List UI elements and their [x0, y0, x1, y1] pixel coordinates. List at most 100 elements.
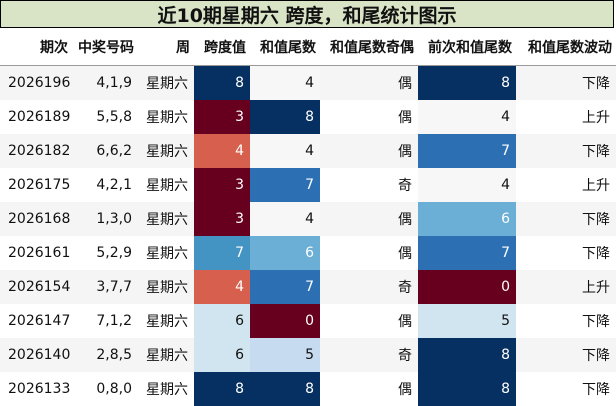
cell-sum-tail: 4 — [250, 66, 320, 101]
cell-span: 3 — [194, 202, 250, 236]
cell-issue: 2026161 — [0, 236, 72, 270]
cell-parity: 奇 — [320, 270, 418, 304]
cell-prev-tail: 0 — [418, 270, 516, 304]
cell-weekday: 星期六 — [138, 168, 194, 202]
cell-parity: 偶 — [320, 100, 418, 134]
cell-parity: 偶 — [320, 202, 418, 236]
cell-weekday: 星期六 — [138, 236, 194, 270]
cell-issue: 2026140 — [0, 338, 72, 372]
cell-issue: 2026182 — [0, 134, 72, 168]
cell-trend: 上升 — [516, 270, 616, 304]
cell-trend: 下降 — [516, 236, 616, 270]
cell-span: 8 — [194, 66, 250, 101]
cell-trend: 上升 — [516, 100, 616, 134]
cell-parity: 偶 — [320, 372, 418, 406]
cell-numbers: 3,7,7 — [72, 270, 138, 304]
cell-weekday: 星期六 — [138, 202, 194, 236]
cell-issue: 2026196 — [0, 66, 72, 101]
cell-weekday: 星期六 — [138, 66, 194, 101]
cell-numbers: 6,6,2 — [72, 134, 138, 168]
cell-weekday: 星期六 — [138, 372, 194, 406]
cell-prev-tail: 6 — [418, 202, 516, 236]
cell-prev-tail: 7 — [418, 134, 516, 168]
cell-prev-tail: 5 — [418, 304, 516, 338]
cell-numbers: 4,2,1 — [72, 168, 138, 202]
col-header-span: 跨度值 — [194, 29, 250, 66]
col-header-parity: 和值尾数奇偶 — [320, 29, 418, 66]
stats-table: 期次 中奖号码 周 跨度值 和值尾数 和值尾数奇偶 前次和值尾数 和值尾数波动 … — [0, 29, 616, 406]
cell-weekday: 星期六 — [138, 134, 194, 168]
col-header-numbers: 中奖号码 — [72, 29, 138, 66]
cell-trend: 下降 — [516, 66, 616, 101]
cell-prev-tail: 4 — [418, 100, 516, 134]
cell-trend: 下降 — [516, 372, 616, 406]
cell-numbers: 7,1,2 — [72, 304, 138, 338]
cell-weekday: 星期六 — [138, 100, 194, 134]
cell-sum-tail: 7 — [250, 168, 320, 202]
cell-weekday: 星期六 — [138, 304, 194, 338]
cell-sum-tail: 5 — [250, 338, 320, 372]
cell-numbers: 4,1,9 — [72, 66, 138, 101]
cell-numbers: 5,5,8 — [72, 100, 138, 134]
cell-span: 3 — [194, 168, 250, 202]
cell-issue: 2026154 — [0, 270, 72, 304]
sheet-title: 近10期星期六 跨度，和尾统计图示 — [0, 0, 614, 28]
cell-issue: 2026147 — [0, 304, 72, 338]
cell-sum-tail: 8 — [250, 100, 320, 134]
cell-numbers: 5,2,9 — [72, 236, 138, 270]
cell-issue: 2026133 — [0, 372, 72, 406]
cell-span: 6 — [194, 304, 250, 338]
cell-parity: 奇 — [320, 338, 418, 372]
cell-sum-tail: 4 — [250, 202, 320, 236]
cell-prev-tail: 8 — [418, 338, 516, 372]
cell-prev-tail: 4 — [418, 168, 516, 202]
cell-span: 4 — [194, 134, 250, 168]
col-header-trend: 和值尾数波动 — [516, 29, 616, 66]
cell-parity: 偶 — [320, 304, 418, 338]
cell-weekday: 星期六 — [138, 338, 194, 372]
cell-numbers: 1,3,0 — [72, 202, 138, 236]
cell-span: 6 — [194, 338, 250, 372]
col-header-sum-tail: 和值尾数 — [250, 29, 320, 66]
cell-prev-tail: 8 — [418, 66, 516, 101]
cell-sum-tail: 0 — [250, 304, 320, 338]
cell-numbers: 2,8,5 — [72, 338, 138, 372]
cell-prev-tail: 7 — [418, 236, 516, 270]
cell-trend: 下降 — [516, 304, 616, 338]
cell-trend: 下降 — [516, 202, 616, 236]
cell-trend: 下降 — [516, 134, 616, 168]
cell-sum-tail: 8 — [250, 372, 320, 406]
cell-sum-tail: 7 — [250, 270, 320, 304]
cell-parity: 偶 — [320, 236, 418, 270]
cell-parity: 偶 — [320, 134, 418, 168]
cell-parity: 奇 — [320, 168, 418, 202]
cell-issue: 2026189 — [0, 100, 72, 134]
cell-span: 7 — [194, 236, 250, 270]
cell-sum-tail: 6 — [250, 236, 320, 270]
cell-sum-tail: 4 — [250, 134, 320, 168]
col-header-issue: 期次 — [0, 29, 72, 66]
cell-numbers: 0,8,0 — [72, 372, 138, 406]
cell-span: 8 — [194, 372, 250, 406]
cell-trend: 上升 — [516, 168, 616, 202]
col-header-prev-tail: 前次和值尾数 — [418, 29, 516, 66]
cell-span: 3 — [194, 100, 250, 134]
cell-parity: 偶 — [320, 66, 418, 101]
cell-issue: 2026175 — [0, 168, 72, 202]
cell-trend: 下降 — [516, 338, 616, 372]
cell-span: 4 — [194, 270, 250, 304]
cell-weekday: 星期六 — [138, 270, 194, 304]
cell-prev-tail: 8 — [418, 372, 516, 406]
header-row: 期次 中奖号码 周 跨度值 和值尾数 和值尾数奇偶 前次和值尾数 和值尾数波动 — [0, 29, 616, 66]
cell-issue: 2026168 — [0, 202, 72, 236]
